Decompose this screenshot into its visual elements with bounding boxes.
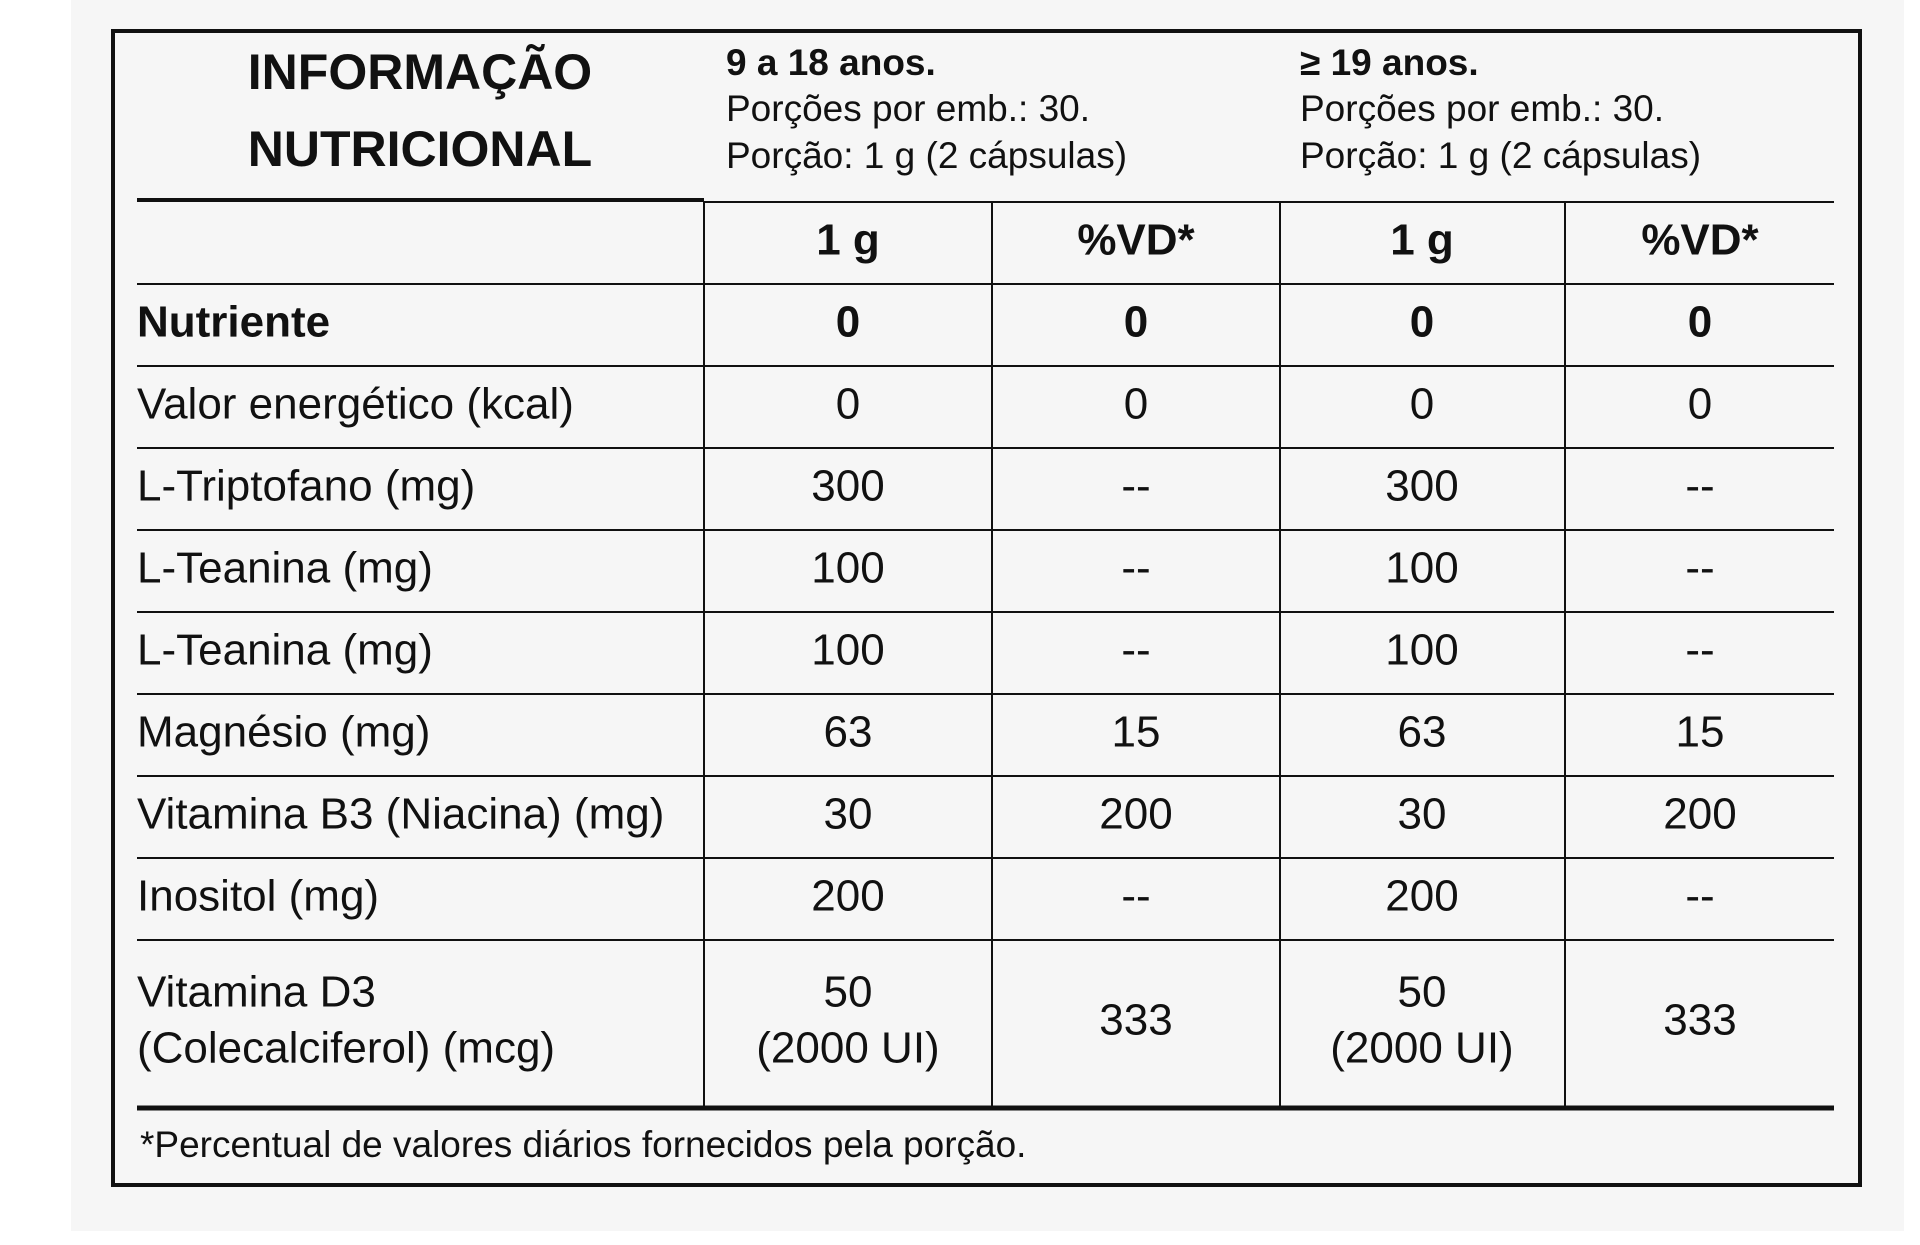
column-header: 1 g [816, 216, 880, 265]
cell-value: 200 [1663, 790, 1736, 839]
cell-value: 50 [1398, 968, 1447, 1017]
cell-value: 30 [1398, 790, 1447, 839]
cell-value: 50 [824, 968, 873, 1017]
nutrient-name: Valor energético (kcal) [137, 380, 574, 429]
cell-value: 100 [1385, 626, 1458, 675]
cell-value: 0 [836, 298, 860, 347]
nutrient-name: Magnésio (mg) [137, 708, 430, 757]
cell-value: 63 [824, 708, 873, 757]
cell-value: 15 [1112, 708, 1161, 757]
cell-value: 0 [1688, 298, 1712, 347]
cell-value: 200 [1099, 790, 1172, 839]
cell-value: 15 [1676, 708, 1725, 757]
nutrient-name: L-Teanina (mg) [137, 626, 433, 675]
nutrient-name: Nutriente [137, 298, 330, 347]
cell-value: -- [1121, 462, 1150, 511]
card [71, 0, 1904, 1231]
cell-value: -- [1121, 544, 1150, 593]
group-line: Porções por emb.: 30. [726, 88, 1090, 129]
cell-value: -- [1685, 626, 1714, 675]
title: NUTRICIONAL [248, 121, 592, 177]
cell-value: 30 [824, 790, 873, 839]
cell-value: 100 [811, 544, 884, 593]
group-title: ≥ 19 anos. [1300, 42, 1479, 83]
cell-value: -- [1121, 626, 1150, 675]
cell-value: -- [1121, 872, 1150, 921]
column-header: %VD* [1641, 216, 1759, 265]
cell-value: 333 [1099, 996, 1172, 1045]
cell-value: 200 [1385, 872, 1458, 921]
nutrient-name: Inositol (mg) [137, 872, 379, 921]
cell-value: 0 [1688, 380, 1712, 429]
cell-value: 100 [811, 626, 884, 675]
footnote: *Percentual de valores diários fornecido… [140, 1124, 1026, 1165]
nutrient-name: (Colecalciferol) (mcg) [137, 1024, 555, 1073]
cell-value: (2000 UI) [1330, 1024, 1513, 1073]
cell-value: -- [1685, 544, 1714, 593]
cell-value: 0 [1124, 298, 1148, 347]
nutrient-name: L-Triptofano (mg) [137, 462, 475, 511]
cell-value: (2000 UI) [756, 1024, 939, 1073]
nutrient-name: L-Teanina (mg) [137, 544, 433, 593]
nutrient-name: Vitamina B3 (Niacina) (mg) [137, 790, 664, 839]
cell-value: 300 [1385, 462, 1458, 511]
frame [111, 29, 1862, 1187]
column-header: 1 g [1390, 216, 1454, 265]
cell-value: 0 [1410, 298, 1434, 347]
cell-value: 100 [1385, 544, 1458, 593]
cell-value: 0 [1410, 380, 1434, 429]
group-line: Porção: 1 g (2 cápsulas) [1300, 135, 1701, 176]
cell-value: 333 [1663, 996, 1736, 1045]
cell-value: 300 [811, 462, 884, 511]
cell-value: 200 [811, 872, 884, 921]
cell-value: 63 [1398, 708, 1447, 757]
cell-value: 0 [1124, 380, 1148, 429]
nutrient-name: Vitamina D3 [137, 968, 376, 1017]
cell-value: -- [1685, 872, 1714, 921]
column-header: %VD* [1077, 216, 1195, 265]
group-line: Porções por emb.: 30. [1300, 88, 1664, 129]
group-line: Porção: 1 g (2 cápsulas) [726, 135, 1127, 176]
cell-value: 0 [836, 380, 860, 429]
group-title: 9 a 18 anos. [726, 42, 936, 83]
title: INFORMAÇÃO [248, 44, 592, 100]
cell-value: -- [1685, 462, 1714, 511]
